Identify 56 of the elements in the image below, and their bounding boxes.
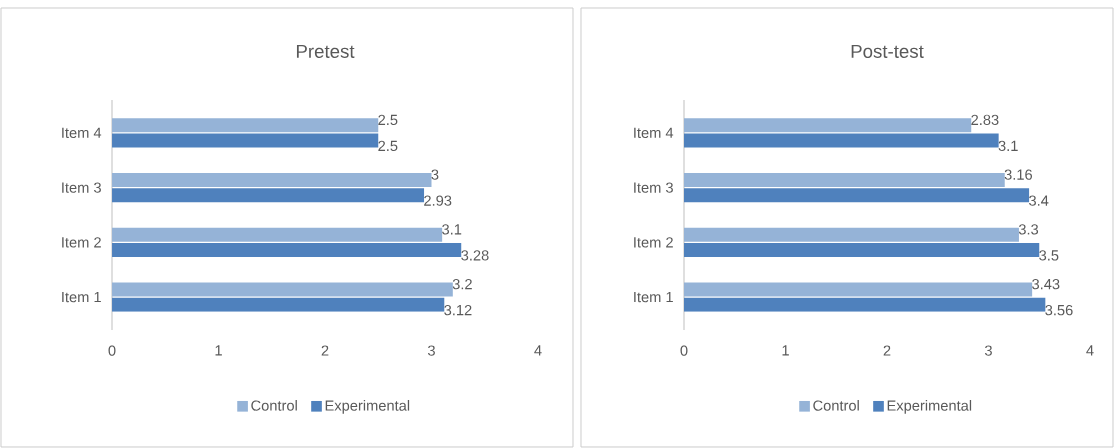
data-label: 3.2	[452, 278, 472, 290]
bar	[112, 133, 379, 148]
bar	[112, 188, 425, 203]
data-label: 3.28	[461, 250, 489, 261]
x-tick-label: 3	[984, 345, 992, 356]
data-label: 3.16	[1004, 169, 1033, 180]
data-label: 2.83	[971, 114, 999, 126]
y-tick-label: Item 2	[62, 237, 101, 248]
bar	[684, 118, 972, 133]
bar	[684, 133, 999, 148]
bar	[684, 282, 1033, 297]
x-tick-label: 3	[427, 345, 435, 356]
data-label: 3.1	[442, 224, 462, 235]
y-tick-label: Item 1	[634, 292, 673, 303]
x-tick-label: 1	[215, 345, 222, 356]
y-tick-label: Item 1	[62, 292, 101, 303]
bar	[112, 243, 462, 258]
bar	[684, 227, 1019, 242]
bar	[112, 118, 379, 133]
bar	[684, 188, 1030, 203]
data-label: 2.93	[424, 195, 452, 206]
bar	[684, 297, 1046, 312]
bar	[112, 227, 443, 242]
x-tick-label: 4	[1086, 345, 1094, 356]
data-label: 3	[431, 169, 439, 180]
data-label: 2.5	[378, 140, 398, 152]
chart-title: Pretest	[296, 44, 355, 58]
bar	[684, 243, 1040, 258]
data-label: 3.56	[1045, 304, 1073, 316]
bar	[112, 172, 432, 187]
data-label: 2.5	[378, 114, 398, 126]
x-tick-label: 2	[321, 345, 329, 356]
x-tick-label: 1	[782, 345, 789, 356]
data-label: 3.3	[1018, 224, 1039, 235]
bar	[112, 297, 445, 312]
y-tick-label: Item 2	[634, 237, 673, 248]
legend-label: Control	[251, 399, 297, 411]
legend-label: Experimental	[887, 399, 972, 414]
y-tick-label: Item 4	[634, 127, 674, 138]
data-label: 3.1	[998, 140, 1018, 152]
y-tick-label: Item 4	[62, 127, 102, 138]
x-tick-label: 4	[534, 345, 542, 356]
x-tick-label: 0	[680, 345, 688, 356]
x-tick-label: 0	[108, 345, 116, 356]
y-tick-label: Item 3	[634, 182, 673, 193]
data-label: 3.5	[1039, 250, 1059, 261]
legend-label: Experimental	[325, 399, 410, 414]
y-tick-label: Item 3	[62, 182, 101, 193]
chart-title: Post-test	[851, 44, 924, 58]
legend-label: Control	[813, 399, 859, 411]
data-label: 3.12	[444, 304, 472, 316]
x-tick-label: 2	[883, 345, 891, 356]
data-label: 3.4	[1029, 195, 1049, 206]
bar	[112, 282, 453, 297]
data-label: 3.43	[1032, 278, 1060, 290]
bar	[684, 172, 1005, 187]
